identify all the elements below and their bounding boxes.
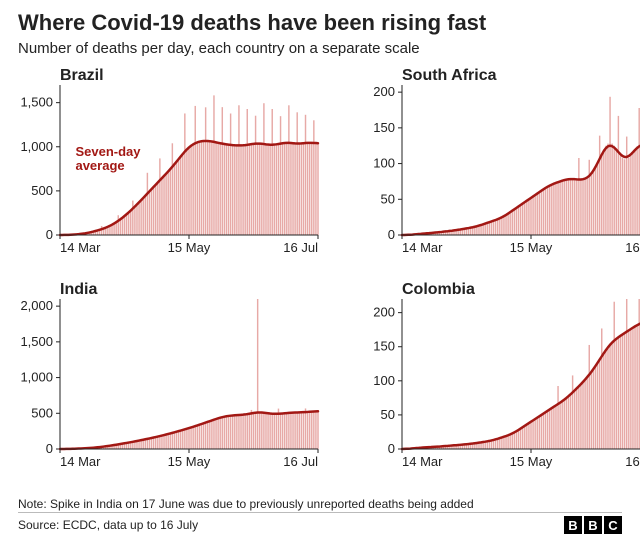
svg-text:50: 50: [381, 191, 395, 206]
svg-text:15 May: 15 May: [510, 454, 553, 469]
svg-text:14 Mar: 14 Mar: [402, 454, 443, 469]
svg-text:14 Mar: 14 Mar: [60, 454, 101, 469]
chart-panel: Brazil 0 500 1,000 1,500 14 Mar 15 May 16 Jul Se…: [18, 67, 320, 263]
svg-text:500: 500: [31, 183, 53, 198]
svg-text:16 Jul: 16 Jul: [283, 240, 318, 255]
panel-title: Colombia: [360, 281, 640, 299]
svg-text:500: 500: [31, 405, 53, 420]
svg-text:1,500: 1,500: [20, 95, 53, 110]
page-subtitle: Number of deaths per day, each country o…: [18, 40, 622, 57]
source-text: Source: ECDC, data up to 16 July: [18, 518, 198, 532]
svg-text:1,500: 1,500: [20, 334, 53, 349]
chart: 0 50 100 150 200 14 Mar 15 May 16 Jul: [360, 85, 640, 257]
chart: 0 500 1,000 1,500 2,000 14 Mar 15 May 16 Jul: [18, 299, 320, 471]
chart-grid: Brazil05001,0001,50014 Mar15 May16 JulSe…: [18, 67, 622, 477]
page-title: Where Covid-19 deaths have been rising f…: [18, 10, 622, 36]
svg-text:0: 0: [388, 441, 395, 456]
panel-title: Brazil: [18, 67, 320, 85]
svg-text:15 May: 15 May: [510, 240, 553, 255]
chart: 0 50 100 150 200 14 Mar 15 May 16 Jul: [360, 299, 640, 471]
svg-text:14 Mar: 14 Mar: [60, 240, 101, 255]
svg-text:50: 50: [381, 407, 395, 422]
svg-text:1,000: 1,000: [20, 370, 53, 385]
panel-title: South Africa: [360, 67, 640, 85]
svg-text:150: 150: [373, 120, 395, 135]
svg-text:100: 100: [373, 373, 395, 388]
svg-text:14 Mar: 14 Mar: [402, 240, 443, 255]
svg-text:16 Jul: 16 Jul: [625, 454, 640, 469]
footer: Note: Spike in India on 17 June was due …: [18, 497, 622, 534]
svg-text:200: 200: [373, 305, 395, 320]
svg-text:1,000: 1,000: [20, 139, 53, 154]
svg-text:15 May: 15 May: [168, 454, 211, 469]
svg-text:0: 0: [46, 227, 53, 242]
chart-panel: Colombia 0 50 100 150 200 14 Mar 15 May 16 Jul: [360, 281, 640, 477]
svg-text:200: 200: [373, 85, 395, 99]
svg-text:16 Jul: 16 Jul: [283, 454, 318, 469]
svg-text:2,000: 2,000: [20, 299, 53, 313]
chart-panel: India 0 500 1,000 1,500 2,000 14 Mar 15 May 16 J…: [18, 281, 320, 477]
infographic: Where Covid-19 deaths have been rising f…: [0, 0, 640, 540]
annotation-seven-day-average: Seven-dayaverage: [75, 145, 140, 172]
bbc-logo: B B C: [564, 516, 622, 534]
svg-text:0: 0: [46, 441, 53, 456]
footnote: Note: Spike in India on 17 June was due …: [18, 497, 622, 511]
panel-title: India: [18, 281, 320, 299]
chart: 0 500 1,000 1,500 14 Mar 15 May 16 Jul Seven-da…: [18, 85, 320, 257]
chart-panel: South Africa 0 50 100 150 200 14 Mar 15 May 16 J…: [360, 67, 640, 263]
svg-text:150: 150: [373, 339, 395, 354]
svg-text:15 May: 15 May: [168, 240, 211, 255]
svg-text:16 Jul: 16 Jul: [625, 240, 640, 255]
svg-text:0: 0: [388, 227, 395, 242]
svg-text:100: 100: [373, 156, 395, 171]
